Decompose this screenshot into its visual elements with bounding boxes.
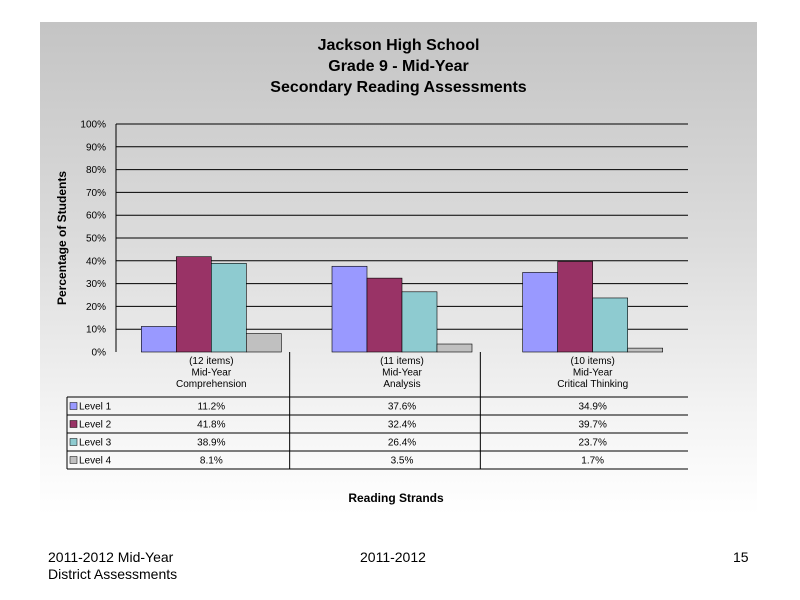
bar xyxy=(522,272,558,353)
legend-label: Level 1 xyxy=(79,402,112,413)
footer-page-number: 15 xyxy=(733,549,749,565)
y-tick-label: 50% xyxy=(86,234,106,245)
footer-left-line-2: District Assessments xyxy=(48,566,178,582)
bar xyxy=(211,263,247,353)
footer-left-line-1: 2011-2012 Mid-Year xyxy=(48,549,174,565)
bar xyxy=(141,326,177,353)
data-label: 41.8% xyxy=(197,420,225,431)
bar xyxy=(176,256,212,353)
data-label: 37.6% xyxy=(388,402,416,413)
data-label: 32.4% xyxy=(388,420,416,431)
category-label: Critical Thinking xyxy=(557,379,628,390)
y-tick-label: 80% xyxy=(86,165,106,176)
category-label: Mid-Year xyxy=(382,368,422,379)
y-tick-label: 0% xyxy=(92,348,107,359)
chart-title-line-1: Jackson High School xyxy=(317,37,480,54)
category-label: (12 items) xyxy=(189,356,233,367)
category-label: Comprehension xyxy=(176,379,247,390)
bar xyxy=(627,347,663,353)
category-label: Mid-Year xyxy=(573,368,613,379)
data-label: 38.9% xyxy=(197,438,225,449)
legend-label: Level 3 xyxy=(79,438,112,449)
bar xyxy=(436,343,473,353)
category-label: Mid-Year xyxy=(192,368,232,379)
legend-label: Level 4 xyxy=(79,456,112,467)
legend-swatch xyxy=(69,456,78,464)
chart-title-line-3: Secondary Reading Assessments xyxy=(270,79,527,96)
data-label: 34.9% xyxy=(578,402,606,413)
y-tick-label: 10% xyxy=(86,325,106,336)
bar xyxy=(366,277,403,353)
data-label: 26.4% xyxy=(388,438,416,449)
bar xyxy=(331,265,368,353)
category-label: (11 items) xyxy=(380,356,424,367)
y-tick-label: 70% xyxy=(86,188,106,199)
legend-swatch xyxy=(69,402,78,410)
legend-swatch xyxy=(69,438,78,446)
legend-swatch xyxy=(69,420,78,428)
data-label: 1.7% xyxy=(581,456,604,467)
y-tick-label: 60% xyxy=(86,211,106,222)
y-tick-label: 20% xyxy=(86,302,106,313)
chart-title-line-2: Grade 9 - Mid-Year xyxy=(328,58,469,75)
y-axis-title: Percentage of Students xyxy=(55,171,69,305)
bar xyxy=(557,261,593,353)
x-axis-title: Reading Strands xyxy=(348,491,444,505)
legend-label: Level 2 xyxy=(79,420,112,431)
data-label: 39.7% xyxy=(578,420,606,431)
data-label: 11.2% xyxy=(198,402,226,413)
category-label: Analysis xyxy=(383,379,420,390)
bar xyxy=(401,291,438,353)
bar xyxy=(592,297,628,353)
y-tick-label: 40% xyxy=(86,256,106,267)
y-tick-label: 90% xyxy=(86,142,106,153)
bar xyxy=(246,333,282,353)
category-label: (10 items) xyxy=(570,356,614,367)
data-label: 3.5% xyxy=(391,456,414,467)
y-tick-label: 100% xyxy=(80,120,106,131)
y-tick-label: 30% xyxy=(86,279,106,290)
data-label: 23.7% xyxy=(578,438,606,449)
data-label: 8.1% xyxy=(200,456,223,467)
footer-center: 2011-2012 xyxy=(360,549,426,565)
